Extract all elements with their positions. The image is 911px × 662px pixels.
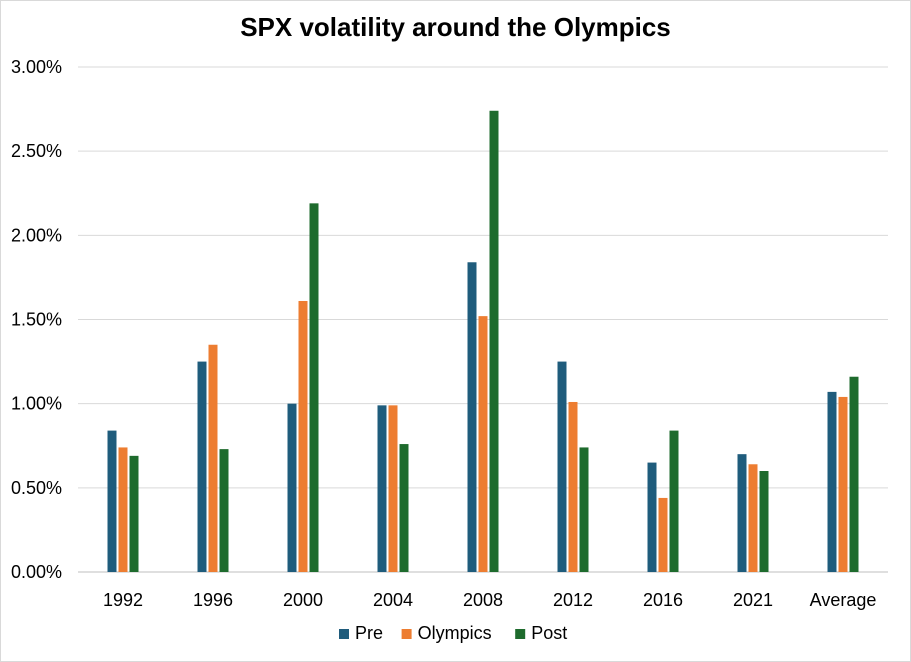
x-tick-label: Average — [810, 590, 877, 610]
bar-post-2008 — [489, 110, 499, 573]
x-tick-label: 1996 — [193, 590, 233, 610]
legend-label-olympics: Olympics — [418, 623, 492, 643]
bar-olympics-2004 — [388, 405, 398, 572]
y-tick-label: 0.50% — [11, 478, 62, 498]
bar-olympics-2021 — [748, 464, 758, 572]
y-tick-label: 1.00% — [11, 394, 62, 414]
bar-pre-2012 — [557, 361, 567, 572]
bar-post-2016 — [669, 430, 679, 572]
x-tick-label: 2021 — [733, 590, 773, 610]
bar-olympics-2008 — [478, 316, 488, 572]
bar-pre-average — [827, 391, 837, 572]
legend-swatch-pre — [339, 629, 349, 639]
legend-label-pre: Pre — [355, 623, 383, 643]
y-tick-label: 2.00% — [11, 225, 62, 245]
x-tick-label: 1992 — [103, 590, 143, 610]
bar-olympics-average — [838, 396, 848, 572]
bar-olympics-2016 — [658, 497, 668, 572]
legend-label-post: Post — [531, 623, 567, 643]
bar-post-1992 — [129, 455, 139, 572]
bar-post-2004 — [399, 444, 409, 572]
legend-swatch-post — [515, 629, 526, 639]
x-tick-label: 2000 — [283, 590, 323, 610]
bar-post-2000 — [309, 203, 319, 572]
bar-olympics-2000 — [298, 300, 308, 572]
bar-olympics-1992 — [118, 447, 128, 572]
bar-olympics-2012 — [568, 401, 578, 572]
x-tick-label: 2004 — [373, 590, 413, 610]
x-tick-label: 2016 — [643, 590, 683, 610]
bar-pre-2000 — [287, 403, 297, 572]
y-tick-label: 0.00% — [11, 562, 62, 582]
bar-pre-2016 — [647, 462, 657, 572]
bar-pre-2021 — [737, 454, 747, 572]
bar-olympics-1996 — [208, 344, 218, 572]
bar-pre-1992 — [107, 430, 117, 572]
x-tick-label: 2012 — [553, 590, 593, 610]
y-tick-label: 1.50% — [11, 310, 62, 330]
y-tick-label: 3.00% — [11, 57, 62, 77]
legend-swatch-olympics — [401, 629, 412, 639]
bar-pre-2004 — [377, 405, 387, 572]
bar-post-average — [849, 376, 859, 572]
bar-post-2012 — [579, 447, 589, 572]
y-tick-label: 2.50% — [11, 141, 62, 161]
x-tick-label: 2008 — [463, 590, 503, 610]
chart-title: SPX volatility around the Olympics — [240, 12, 671, 42]
bar-pre-2008 — [467, 262, 477, 572]
bar-post-2021 — [759, 471, 769, 572]
bar-post-1996 — [219, 449, 229, 572]
bar-pre-1996 — [197, 361, 207, 572]
